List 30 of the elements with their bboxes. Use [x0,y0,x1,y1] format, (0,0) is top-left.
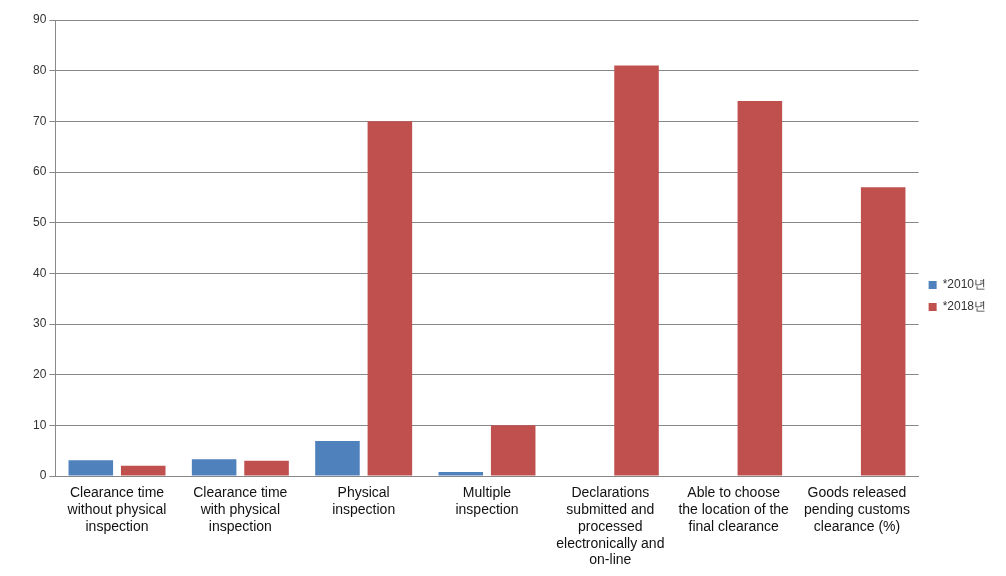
y-tick-label: 90 [32,12,47,27]
y-tick-label: 0 [39,468,47,483]
y-tick-label: 50 [32,214,47,229]
y-tick-label: 80 [32,62,47,77]
y-tick-label: 10 [32,417,47,432]
x-tick-label: Physical inspection [332,484,396,518]
y-tick-label: 40 [32,265,47,280]
bar [860,187,906,476]
x-tick-label: Multiple inspection [455,484,519,518]
bar [614,65,659,476]
x-tick-label: Clearance time without physical inspection [66,484,167,534]
bar [490,425,536,476]
y-tick-label: 60 [32,164,47,179]
x-tick-label: Goods released pending customs clearance (%) [804,484,910,534]
bar [68,460,114,476]
bar [367,121,413,476]
y-tick-label: 30 [32,316,47,331]
bar [191,459,237,476]
y-tick-label: 70 [32,113,47,128]
x-tick-label: Clearance time with physical inspection [193,484,288,534]
bar [315,441,360,476]
legend-label: *2018년 [942,299,987,314]
bar [120,465,166,476]
x-tick-label: Able to choose the location of the final clearance [678,484,790,534]
x-tick-label: Declarations submitted and processed electronically and on-line [556,484,665,568]
bar [438,471,484,476]
legend-label: *2010년 [942,277,987,292]
bar [737,101,783,476]
y-tick-label: 20 [32,366,47,381]
bar [244,460,289,476]
